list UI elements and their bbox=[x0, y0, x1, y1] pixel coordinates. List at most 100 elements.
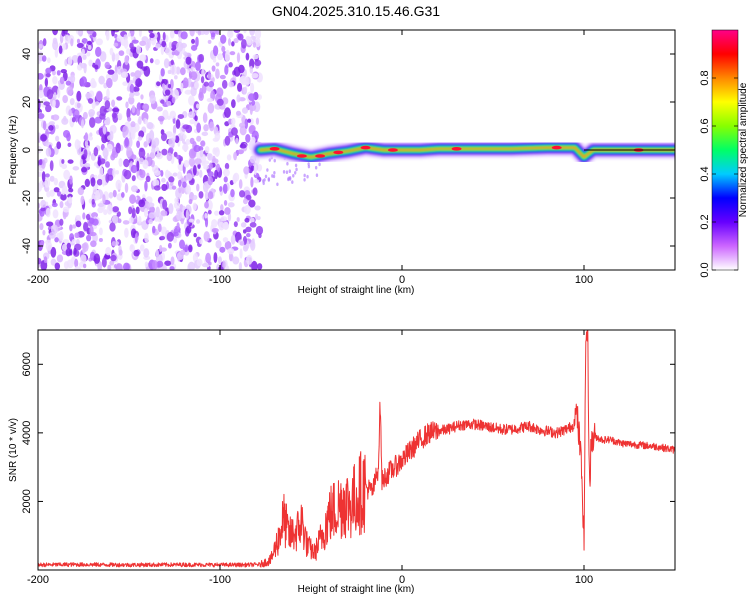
spectrogram-noise-cell bbox=[61, 163, 68, 169]
spectrogram-noise-cell bbox=[239, 122, 246, 129]
spectrogram-noise-cell bbox=[237, 64, 245, 74]
spectrogram-noise-cell bbox=[80, 195, 85, 205]
spectrogram-noise-cell bbox=[70, 74, 76, 84]
colorbar-scale bbox=[711, 29, 739, 271]
spectrogram-x-ticks: -200 -100 0 100 bbox=[27, 30, 593, 286]
spectrogram-noise-cell bbox=[194, 158, 202, 165]
spectrogram-noise-cell bbox=[139, 169, 146, 179]
spectrogram-noise-cell bbox=[228, 81, 234, 88]
spectrogram-noise-cell bbox=[292, 173, 295, 178]
spectrogram-noise-cell bbox=[139, 54, 147, 62]
spectrogram-noise-cell bbox=[176, 210, 182, 221]
spectrogram-noise-cell bbox=[239, 248, 243, 259]
spectrogram-noise-cell bbox=[239, 143, 247, 149]
spectrogram-noise-cell bbox=[168, 147, 174, 153]
spectrogram-noise-cell bbox=[224, 64, 229, 75]
spectrogram-noise-cell bbox=[154, 58, 160, 66]
spectrogram-noise-cell bbox=[56, 70, 61, 76]
spectrogram-noise-cell bbox=[134, 91, 140, 96]
spectrogram-noise-cell bbox=[216, 98, 224, 106]
spectrogram-noise-cell bbox=[188, 244, 193, 253]
spectrogram-noise-cell bbox=[38, 171, 43, 177]
spectrogram-noise-cell bbox=[243, 166, 250, 175]
spectrogram-noise-cell bbox=[105, 246, 112, 256]
spectrogram-noise-cell bbox=[245, 232, 251, 238]
spectrogram-noise-cell bbox=[97, 156, 101, 167]
spectrogram-noise-cell bbox=[175, 66, 181, 75]
spectrogram-noise-cell bbox=[83, 221, 89, 232]
spectrogram-noise-cell bbox=[129, 244, 135, 253]
spectrogram-noise-cell bbox=[108, 191, 114, 199]
spectrogram-noise-cell bbox=[254, 205, 261, 211]
spectrogram-noise-cell bbox=[94, 174, 98, 180]
spectrogram-y-ticks: -40 -20 0 20 40 bbox=[21, 48, 675, 254]
spectrogram-noise-cell bbox=[120, 191, 125, 198]
spectrogram-peak bbox=[360, 145, 371, 150]
x-tick-label: 100 bbox=[575, 274, 593, 286]
spectrogram-noise-cell bbox=[268, 158, 271, 162]
y-tick-label: 40 bbox=[21, 48, 33, 60]
spectrogram-noise-cell bbox=[229, 51, 236, 56]
spectrogram-noise-cell bbox=[89, 116, 96, 128]
colorbar-ticks: 0.0 0.2 0.4 0.6 0.8 bbox=[699, 70, 738, 278]
spectrogram-noise-cell bbox=[179, 239, 186, 250]
spectrogram-noise-cell bbox=[106, 77, 113, 89]
spectrogram-signal-band bbox=[251, 138, 675, 167]
spectrogram-noise-cell bbox=[125, 101, 129, 109]
spectrogram-noise-cell bbox=[135, 78, 143, 88]
spectrogram-noise-cell bbox=[201, 131, 209, 137]
snr-series-line bbox=[38, 330, 675, 568]
spectrogram-noise-cell bbox=[99, 113, 106, 120]
spectrogram-noise-cell bbox=[91, 218, 99, 226]
spectrogram-noise-cell bbox=[74, 258, 79, 268]
spectrogram-noise-cell bbox=[55, 124, 59, 130]
spectrogram-noise-cell bbox=[205, 252, 212, 264]
spectrogram-noise-cell bbox=[145, 175, 151, 183]
spectrogram-noise-cell bbox=[138, 116, 142, 125]
x-tick-label: 0 bbox=[399, 574, 405, 586]
spectrogram-noise-cell bbox=[238, 262, 243, 270]
spectrogram-noise-cell bbox=[182, 80, 189, 89]
spectrogram-noise-cell bbox=[94, 64, 99, 70]
spectrogram-noise-cell bbox=[49, 189, 55, 197]
spectrogram-noise-cell bbox=[243, 198, 248, 205]
spectrogram-noise-cell bbox=[176, 154, 181, 160]
spectrogram-noise-cell bbox=[84, 140, 89, 147]
spectrogram-noise-cell bbox=[89, 225, 94, 236]
spectrogram-noise-cell bbox=[131, 175, 136, 182]
spectrogram-noise-cell bbox=[207, 209, 212, 215]
spectrogram-noise-cell bbox=[238, 190, 246, 198]
spectrogram-noise-cell bbox=[187, 111, 196, 119]
spectrogram-noise-cell bbox=[241, 38, 247, 49]
spectrogram-noise-cell bbox=[294, 163, 298, 168]
spectrogram-noise-cell bbox=[169, 266, 175, 270]
spectrogram-noise-cell bbox=[142, 103, 150, 111]
spectrogram-noise-cell bbox=[211, 65, 216, 72]
spectrogram-noise-cell bbox=[38, 73, 44, 80]
spectrogram-noise-cell bbox=[88, 59, 93, 67]
spectrogram-noise-cell bbox=[111, 215, 119, 224]
spectrogram-noise-cell bbox=[43, 256, 48, 264]
spectrogram-noise-cell bbox=[222, 237, 229, 243]
spectrogram-noise-cell bbox=[139, 40, 147, 47]
spectrogram-noise-cell bbox=[99, 51, 107, 62]
spectrogram-noise-cell bbox=[245, 194, 252, 201]
spectrogram-noise-cell bbox=[81, 248, 86, 254]
spectrogram-noise-cell bbox=[160, 68, 165, 77]
spectrogram-noise-cell bbox=[161, 40, 167, 48]
spectrogram-noise-cell bbox=[54, 262, 61, 270]
spectrogram-noise-cell bbox=[211, 227, 219, 233]
spectrogram-noise-cell bbox=[65, 248, 72, 257]
spectrogram-noise-cell bbox=[68, 109, 73, 117]
spectrogram-noise-cell bbox=[161, 177, 166, 183]
spectrogram-noise-cell bbox=[250, 176, 254, 188]
spectrogram-noise-cell bbox=[227, 202, 235, 208]
spectrogram-noise-cell bbox=[196, 219, 201, 224]
spectrogram-noise-cell bbox=[50, 258, 57, 266]
spectrogram-noise-cell bbox=[254, 30, 262, 40]
spectrogram-noise-cell bbox=[116, 96, 123, 101]
spectrogram-noise-cell bbox=[109, 260, 115, 266]
spectrogram-noise-cell bbox=[74, 110, 80, 116]
spectrogram-noise-cell bbox=[233, 30, 241, 34]
spectrogram-noise-cell bbox=[69, 97, 75, 106]
